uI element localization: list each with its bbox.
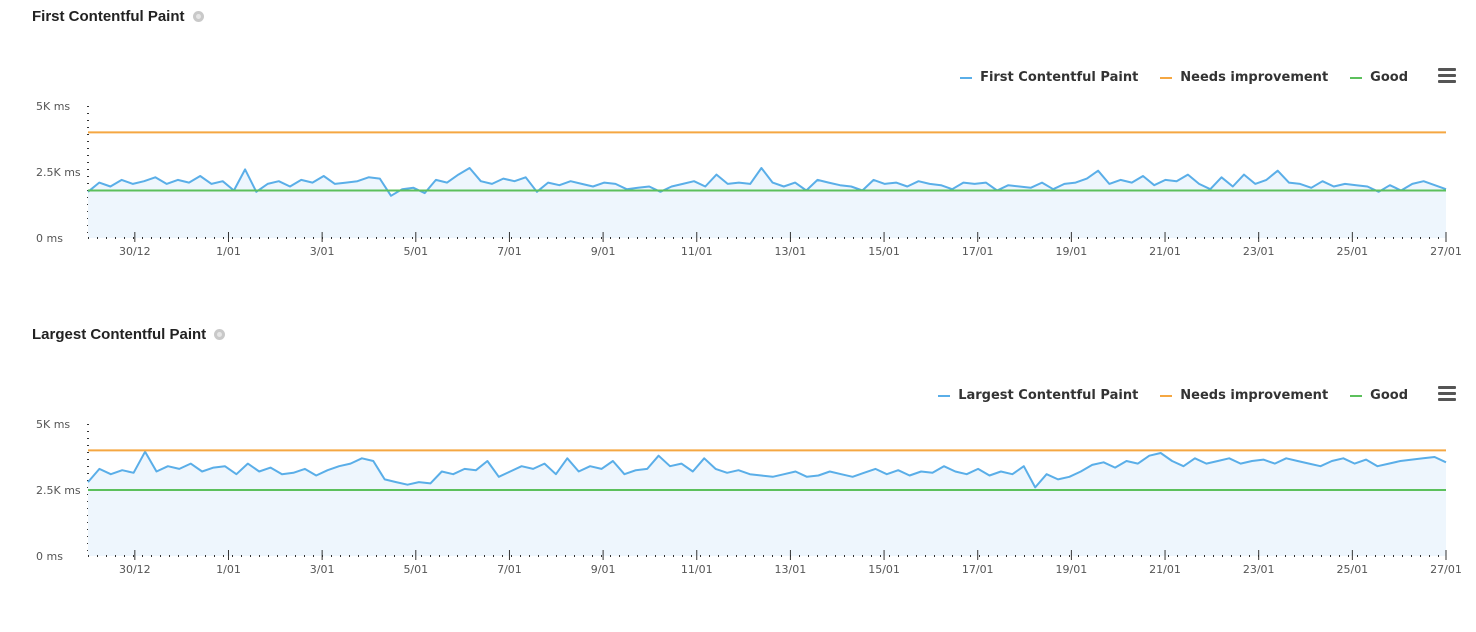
x-tick-label: 3/01 <box>310 245 335 258</box>
chart-title: First Contentful Paint <box>32 8 204 25</box>
legend-item-needs-improvement[interactable]: Needs improvement <box>1160 388 1328 403</box>
legend-swatch-icon <box>1160 394 1173 397</box>
x-tick-label: 25/01 <box>1336 563 1368 576</box>
x-tick-label: 15/01 <box>868 563 900 576</box>
series-line <box>87 450 1447 489</box>
series-line <box>87 167 1447 197</box>
legend-swatch-icon <box>1160 76 1173 79</box>
x-tick-label: 19/01 <box>1056 563 1088 576</box>
legend-item-series[interactable]: First Contentful Paint <box>960 70 1138 85</box>
legend-label: Needs improvement <box>1180 70 1329 85</box>
legend-label: Good <box>1370 388 1408 403</box>
series-area <box>88 168 1446 238</box>
chart-legend: Largest Contentful Paint Needs improveme… <box>916 388 1408 403</box>
x-tick-label: 21/01 <box>1149 245 1181 258</box>
x-tick-label: 7/01 <box>497 245 522 258</box>
legend-label: First Contentful Paint <box>980 70 1139 85</box>
y-tick-label: 5K ms <box>36 418 70 431</box>
legend-item-good[interactable]: Good <box>1350 388 1408 403</box>
y-tick-label: 0 ms <box>36 232 63 245</box>
legend-label: Largest Contentful Paint <box>958 388 1139 403</box>
x-tick-label: 17/01 <box>962 563 994 576</box>
legend-item-needs-improvement[interactable]: Needs improvement <box>1160 70 1328 85</box>
x-tick-label: 15/01 <box>868 245 900 258</box>
x-tick-label: 9/01 <box>591 245 616 258</box>
y-tick-label: 5K ms <box>36 100 70 113</box>
x-tick-label: 21/01 <box>1149 563 1181 576</box>
x-tick-label: 1/01 <box>216 245 241 258</box>
legend-label: Needs improvement <box>1180 388 1329 403</box>
series-area <box>88 451 1446 556</box>
chart-legend: First Contentful Paint Needs improvement… <box>938 70 1408 85</box>
chart-title: Largest Contentful Paint <box>32 326 226 343</box>
legend-swatch-icon <box>938 394 951 397</box>
lcp-plot: 5K ms 2.5K ms 0 ms 30/12 1/01 3/01 5/01 7/01 9/0… <box>36 418 1462 576</box>
legend-item-good[interactable]: Good <box>1350 70 1408 85</box>
y-tick-label: 2.5K ms <box>36 484 81 497</box>
legend-item-series[interactable]: Largest Contentful Paint <box>938 388 1138 403</box>
x-tick-label: 27/01 <box>1430 563 1462 576</box>
x-tick-label: 13/01 <box>775 563 807 576</box>
x-tick-label: 25/01 <box>1336 245 1368 258</box>
x-tick-label: 19/01 <box>1056 245 1088 258</box>
chart-menu-icon[interactable] <box>1438 68 1456 84</box>
x-tick-label: 11/01 <box>681 245 713 258</box>
x-tick-label: 30/12 <box>119 563 151 576</box>
help-icon[interactable] <box>214 329 226 340</box>
x-tick-label: 7/01 <box>497 563 522 576</box>
legend-label: Good <box>1370 70 1408 85</box>
x-tick-label: 9/01 <box>591 563 616 576</box>
x-tick-label: 23/01 <box>1243 245 1275 258</box>
chart-menu-icon[interactable] <box>1438 386 1456 402</box>
x-tick-label: 13/01 <box>775 245 807 258</box>
x-tick-label: 30/12 <box>119 245 151 258</box>
x-tick-label: 23/01 <box>1243 563 1275 576</box>
x-tick-label: 3/01 <box>310 563 335 576</box>
y-tick-label: 0 ms <box>36 550 63 563</box>
chart-title-text: First Contentful Paint <box>32 8 185 25</box>
x-tick-label: 1/01 <box>216 563 241 576</box>
legend-swatch-icon <box>1350 76 1363 79</box>
x-tick-label: 17/01 <box>962 245 994 258</box>
legend-swatch-icon <box>960 76 973 79</box>
chart-title-text: Largest Contentful Paint <box>32 326 207 343</box>
x-tick-label: 11/01 <box>681 563 713 576</box>
fcp-plot: 5K ms 2.5K ms 0 ms 30/12 1/01 3/01 5/01 7/01 9/0… <box>36 100 1462 258</box>
help-icon[interactable] <box>192 11 204 22</box>
x-tick-label: 5/01 <box>403 245 428 258</box>
x-tick-label: 5/01 <box>403 563 428 576</box>
fcp-chart-section: First Contentful Paint First Contentful … <box>0 0 1476 300</box>
y-tick-label: 2.5K ms <box>36 166 81 179</box>
lcp-chart-section: Largest Contentful Paint Largest Content… <box>0 318 1476 618</box>
legend-swatch-icon <box>1350 394 1363 397</box>
x-tick-label: 27/01 <box>1430 245 1462 258</box>
